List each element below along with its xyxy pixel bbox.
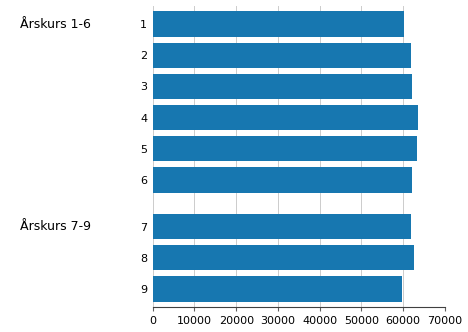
Text: Årskurs 1-6: Årskurs 1-6 [21,18,91,31]
Bar [153,245,414,270]
Bar [153,74,412,99]
Bar [153,276,402,301]
Bar [153,167,412,193]
Bar [153,214,410,239]
Bar [153,105,418,130]
Bar [153,12,404,37]
Bar [153,136,417,161]
Text: Årskurs 7-9: Årskurs 7-9 [21,220,91,233]
Bar [153,42,411,68]
